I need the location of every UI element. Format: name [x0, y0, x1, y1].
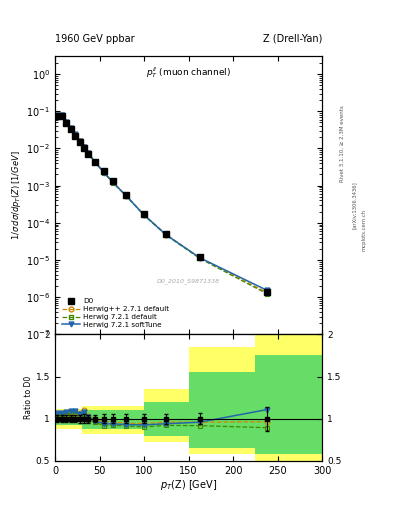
Bar: [55, 409, 82, 429]
Text: mcplots.cern.ch: mcplots.cern.ch: [362, 209, 367, 251]
Bar: [189, 347, 255, 454]
Text: 1960 GeV ppbar: 1960 GeV ppbar: [55, 33, 135, 44]
X-axis label: $p_T$(Z) [GeV]: $p_T$(Z) [GeV]: [160, 478, 217, 493]
Bar: [82, 410, 144, 429]
Bar: [144, 389, 189, 442]
Text: Rivet 3.1.10, ≥ 2.3M events: Rivet 3.1.10, ≥ 2.3M events: [340, 105, 345, 182]
Text: $p_T^{ll}$ (muon channel): $p_T^{ll}$ (muon channel): [146, 65, 231, 79]
Bar: [144, 402, 189, 436]
Bar: [189, 372, 255, 448]
Text: D0_2010_S9871338: D0_2010_S9871338: [157, 279, 220, 284]
Text: [arXiv:1306.3436]: [arXiv:1306.3436]: [352, 181, 357, 229]
Bar: [255, 334, 322, 461]
Bar: [55, 413, 82, 424]
Bar: [255, 355, 322, 454]
Legend: D0, Herwig++ 2.7.1 default, Herwig 7.2.1 default, Herwig 7.2.1 softTune: D0, Herwig++ 2.7.1 default, Herwig 7.2.1…: [59, 295, 172, 331]
Bar: [82, 406, 144, 434]
Y-axis label: $1/\sigma\,d\sigma/dp_T(Z)\,[1/GeV]$: $1/\sigma\,d\sigma/dp_T(Z)\,[1/GeV]$: [10, 151, 23, 240]
Y-axis label: Ratio to D0: Ratio to D0: [24, 376, 33, 419]
Text: Z (Drell-Yan): Z (Drell-Yan): [263, 33, 322, 44]
